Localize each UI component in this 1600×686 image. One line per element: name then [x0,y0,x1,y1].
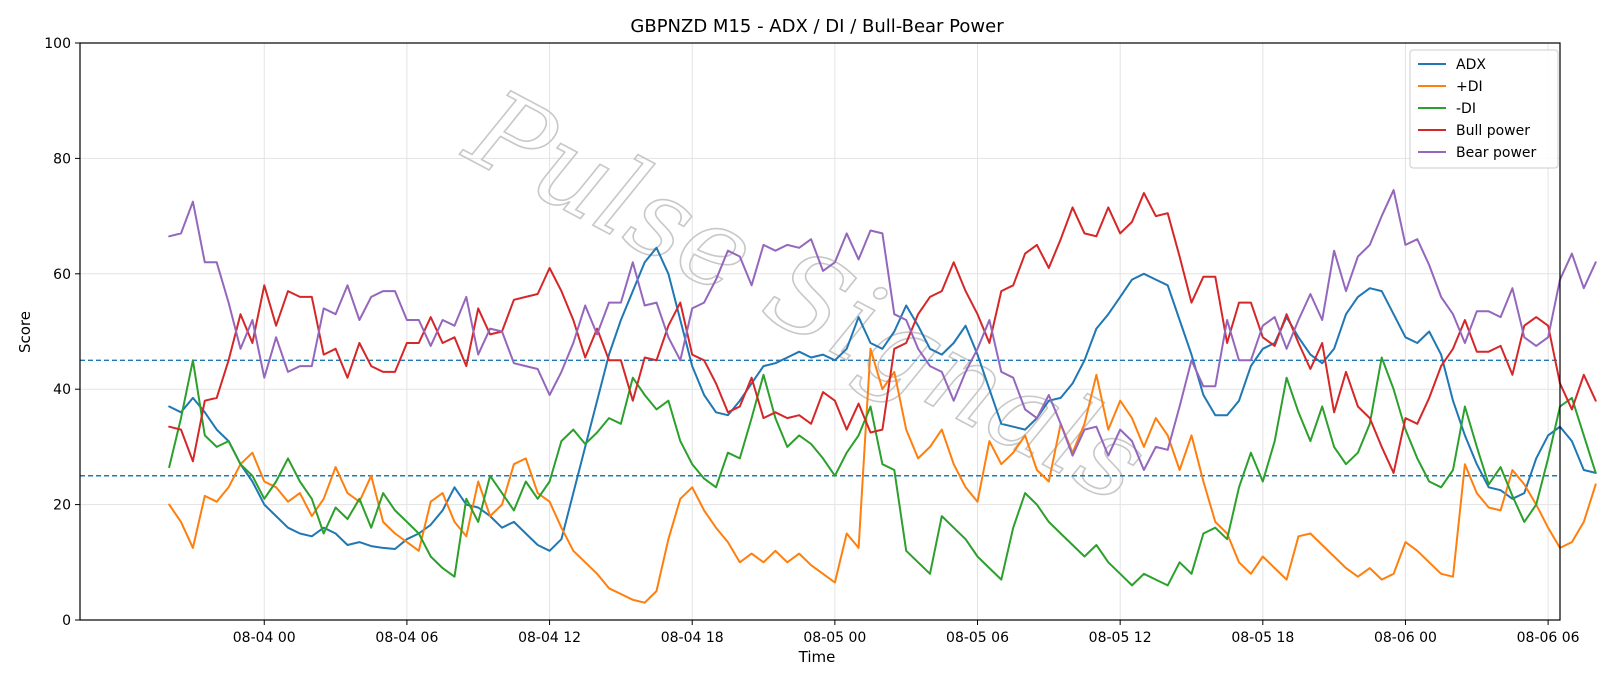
x-tick-label: 08-04 06 [375,630,438,646]
y-axis: 0 20 40 60 80 100 [44,36,80,629]
x-tick-label: 08-05 18 [1231,630,1294,646]
y-tick-label: 20 [53,498,71,514]
legend-label: -DI [1456,101,1476,117]
series-layer [168,189,1597,604]
chart-title: GBPNZD M15 - ADX / DI / Bull-Bear Power [630,16,1004,37]
legend-label: ADX [1456,57,1486,73]
legend-label: +DI [1456,79,1483,95]
series-line-di [168,347,1597,604]
x-tick-label: 08-04 12 [518,630,581,646]
plot-frame [79,42,1561,621]
x-tick-label: 08-05 00 [803,630,866,646]
x-tick-label: 08-04 18 [661,630,724,646]
y-tick-label: 80 [53,151,71,167]
series-line-bear-power [168,189,1597,471]
series-line-adx [168,246,1597,552]
y-tick-label: 60 [53,267,71,283]
x-tick-label: 08-06 00 [1374,630,1437,646]
x-axis-title: Time [798,648,836,666]
legend: ADX +DI -DI Bull power Bear power [1409,49,1559,169]
series-line-di [168,356,1597,587]
x-tick-label: 08-05 06 [946,630,1009,646]
x-axis: 08-04 00 08-04 06 08-04 12 08-04 18 08-05 00… [233,620,1580,646]
y-axis-title: Score [16,311,34,353]
x-tick-label: 08-05 12 [1089,630,1152,646]
x-tick-label: 08-04 00 [233,630,296,646]
legend-label: Bear power [1456,145,1537,161]
y-tick-label: 40 [53,382,71,398]
x-tick-label: 08-06 06 [1517,630,1580,646]
y-tick-label: 0 [62,613,71,629]
series-line-bull-power [168,192,1597,474]
legend-label: Bull power [1456,123,1530,139]
y-tick-label: 100 [44,36,71,52]
legend-box [1409,49,1559,169]
